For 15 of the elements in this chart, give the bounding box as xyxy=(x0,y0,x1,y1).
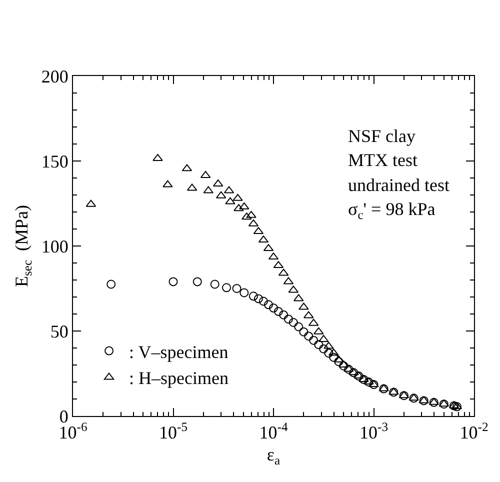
annotation: MTX test xyxy=(348,150,418,170)
legend-label: : V–specimen xyxy=(129,342,228,362)
y-tick-label: 100 xyxy=(41,236,68,256)
y-tick-label: 150 xyxy=(41,151,68,172)
annotation: undrained test xyxy=(348,175,450,195)
legend-label: : H–specimen xyxy=(129,368,229,388)
x-tick-label: 10$^{-4}$ xyxy=(259,420,288,443)
x-tick-label: 10$^{-2}$ xyxy=(460,420,488,443)
x-tick-label: 10$^{-5}$ xyxy=(159,420,188,443)
x-axis-title: ε$_{a}$ xyxy=(266,444,280,468)
annotation: NSF clay xyxy=(348,126,416,146)
y-tick-label: 200 xyxy=(41,66,68,86)
y-tick-label: 50 xyxy=(50,321,68,342)
x-tick-label: 10$^{-3}$ xyxy=(360,420,388,443)
annotation: σ$_{c}$' = 98 kPa xyxy=(348,199,436,222)
